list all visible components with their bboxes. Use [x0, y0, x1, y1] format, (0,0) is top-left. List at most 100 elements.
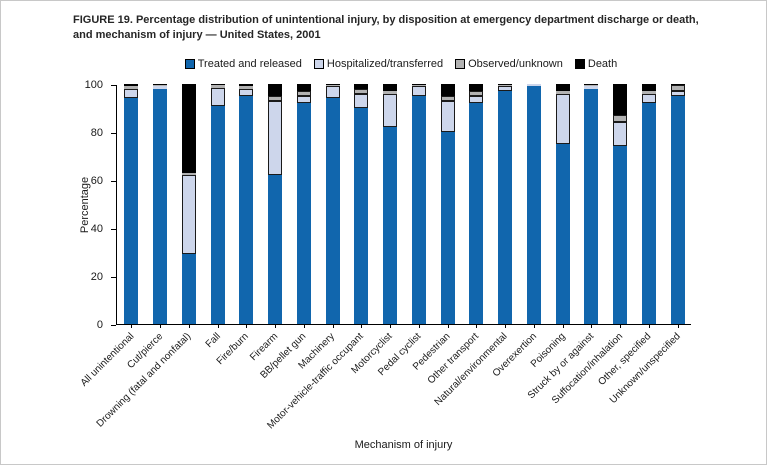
- bar-segment: [268, 100, 283, 176]
- bar-segment: [181, 254, 196, 324]
- bar-segment: [526, 86, 541, 324]
- legend-swatch: [455, 59, 466, 69]
- stacked-bar: [670, 84, 685, 324]
- stacked-bar: [153, 84, 168, 324]
- x-tick-mark: [332, 324, 334, 328]
- x-tick-mark: [246, 324, 248, 328]
- bar-segment: [469, 91, 484, 96]
- legend-swatch: [184, 59, 195, 69]
- bar-segment: [181, 175, 196, 255]
- legend-swatch: [313, 59, 324, 69]
- bar-segment: [440, 100, 455, 132]
- x-tick-mark: [160, 324, 162, 328]
- y-tick-mark: [111, 325, 116, 326]
- legend-label: Death: [587, 58, 618, 70]
- y-tick-label: 80: [90, 127, 103, 139]
- bar-segment: [210, 85, 225, 88]
- legend-item: Death: [574, 58, 618, 70]
- bar-segment: [613, 115, 628, 123]
- stacked-bar: [526, 84, 541, 324]
- bar-segment: [354, 84, 369, 89]
- bar-segment: [383, 91, 398, 94]
- y-tick-mark: [111, 85, 116, 86]
- bar-segment: [325, 98, 340, 324]
- stacked-bar: [325, 84, 340, 324]
- stacked-bar: [469, 84, 484, 324]
- bar-segment: [124, 98, 139, 324]
- bar-segment: [153, 86, 168, 89]
- bar-segment: [440, 96, 455, 101]
- bar-segment: [670, 84, 685, 86]
- x-tick-mark: [648, 324, 650, 328]
- bar-segment: [641, 93, 656, 104]
- bar-segment: [526, 84, 541, 87]
- bar-segment: [296, 91, 311, 96]
- bar-segment: [641, 84, 656, 92]
- legend: Treated and released Hospitalized/transfe…: [101, 58, 701, 70]
- bar-segment: [268, 84, 283, 96]
- bar-segment: [383, 127, 398, 324]
- bar-segment: [124, 84, 139, 87]
- bar-segment: [239, 84, 254, 87]
- bar-segment: [411, 85, 426, 87]
- bar-segment: [498, 84, 513, 86]
- bar-segment: [383, 93, 398, 128]
- x-tick-mark: [677, 324, 679, 328]
- bar-segment: [498, 91, 513, 324]
- y-tick-label: 100: [84, 79, 103, 91]
- bar-segment: [555, 144, 570, 324]
- bar-segment: [268, 175, 283, 324]
- stacked-bar: [210, 84, 225, 324]
- stacked-bar: [268, 84, 283, 324]
- bar-segment: [641, 103, 656, 324]
- bar-segment: [153, 84, 168, 86]
- bar-segment: [383, 84, 398, 92]
- bar-segment: [124, 88, 139, 99]
- x-tick-mark: [217, 324, 219, 328]
- stacked-bar: [440, 84, 455, 324]
- figure-title: FIGURE 19. Percentage distribution of un…: [73, 14, 699, 41]
- x-tick-mark: [591, 324, 593, 328]
- bar-segment: [210, 84, 225, 86]
- bar-segment: [555, 93, 570, 144]
- bar-segment: [613, 122, 628, 147]
- x-tick-mark: [447, 324, 449, 328]
- bar-segment: [239, 86, 254, 89]
- bar-segment: [670, 96, 685, 324]
- y-tick-mark: [111, 277, 116, 278]
- bar-segment: [498, 85, 513, 87]
- x-tick-label: Fall: [203, 331, 223, 351]
- legend-label: Observed/unknown: [468, 58, 563, 70]
- x-tick-mark: [390, 324, 392, 328]
- stacked-bar: [641, 84, 656, 324]
- bar-segment: [498, 86, 513, 92]
- y-tick-label: 0: [96, 319, 103, 331]
- bar-segment: [584, 88, 599, 324]
- stacked-bar: [411, 84, 426, 324]
- legend-swatch: [574, 59, 585, 69]
- x-tick-mark: [275, 324, 277, 328]
- bar-segment: [613, 146, 628, 324]
- bar-segment: [325, 86, 340, 99]
- legend-item: Hospitalized/transferred: [313, 58, 443, 70]
- stacked-bar: [555, 84, 570, 324]
- bar-segment: [296, 84, 311, 92]
- bar-segment: [469, 103, 484, 324]
- x-tick-mark: [562, 324, 564, 328]
- x-tick-mark: [303, 324, 305, 328]
- bar-segment: [153, 85, 168, 87]
- bar-segment: [613, 84, 628, 116]
- stacked-bar: [383, 84, 398, 324]
- x-tick-mark: [418, 324, 420, 328]
- bar-segment: [469, 96, 484, 104]
- x-tick-mark: [505, 324, 507, 328]
- stacked-bar: [354, 84, 369, 324]
- x-tick-mark: [476, 324, 478, 328]
- bar-segment: [555, 84, 570, 92]
- bar-segment: [555, 91, 570, 94]
- bar-segment: [469, 84, 484, 92]
- x-tick-mark: [131, 324, 133, 328]
- bar-segment: [296, 96, 311, 104]
- y-tick-label: 60: [90, 175, 103, 187]
